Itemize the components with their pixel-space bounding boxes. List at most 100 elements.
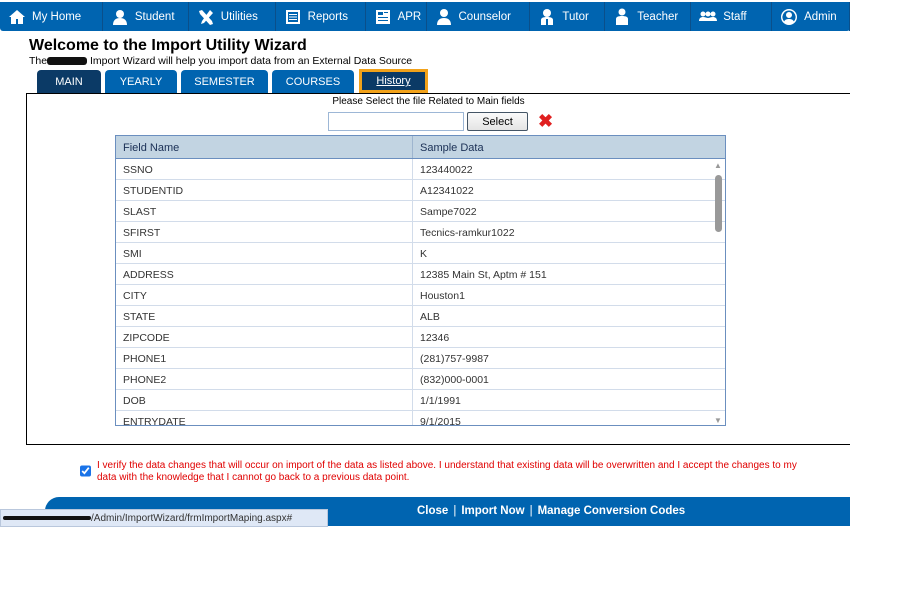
group-icon [699,11,718,21]
sample-data-cell: Tecnics-ramkur1022 [420,227,515,239]
page-subtitle: The Import Wizard will help you import d… [29,55,412,67]
separator: | [529,505,533,517]
field-name-cell: PHONE2 [116,369,413,389]
nav-label: Tutor [562,10,589,23]
main-panel [26,93,850,445]
select-file-button[interactable]: Select [467,112,528,131]
sample-data-cell: Sampe7022 [420,206,477,218]
tools-icon [198,9,213,25]
nav-label: Staff [723,10,747,23]
nav-label: Reports [307,10,348,23]
field-name-cell: ADDRESS [116,264,413,284]
redacted-host [3,516,91,521]
table-row: ZIPCODE 12346 [116,327,725,348]
nav-label: Counselor [458,10,511,23]
field-name-cell: SMI [116,243,413,263]
person-icon [436,8,451,25]
column-header-field-name: Field Name [116,136,413,158]
verify-checkbox[interactable] [80,465,91,477]
sample-data-cell: 1/1/1991 [420,395,461,407]
field-name-cell: ZIPCODE [116,327,413,347]
sample-data-cell: (281)757-9987 [420,353,489,365]
table-scrollbar[interactable]: ▲ ▼ [711,159,725,425]
table-row: ENTRYDATE 9/1/2015 [116,411,725,426]
list-icon [285,9,300,24]
table-row: SFIRST Tecnics-ramkur1022 [116,222,725,243]
nav-item-student[interactable]: Student [103,2,189,31]
close-link[interactable]: Close [417,505,449,517]
scroll-down-icon[interactable]: ▼ [714,416,722,425]
table-row: DOB 1/1/1991 [116,390,725,411]
page-title: Welcome to the Import Utility Wizard [29,37,307,54]
nav-item-reports[interactable]: Reports [276,2,366,31]
table-row: SSNO 123440022 [116,159,725,180]
sample-data-cell: ALB [420,311,440,323]
clear-file-icon[interactable]: ✖ [538,111,554,131]
nav-label: Teacher [637,10,679,23]
sample-data-cell: 123440022 [420,164,473,176]
field-name-cell: STUDENTID [116,180,413,200]
nav-label: Student [134,10,175,23]
scroll-up-icon[interactable]: ▲ [714,161,722,170]
student-icon [112,9,127,25]
tab-history[interactable]: History [359,69,428,93]
home-icon [9,9,25,24]
sample-data-cell: Houston1 [420,290,465,302]
tutor-icon [541,8,554,25]
top-nav: My Home Student Utilities Reports APR Counsel… [0,2,850,31]
sample-data-cell: 9/1/2015 [420,416,461,426]
nav-item-tutor[interactable]: Tutor [530,2,606,31]
teacher-icon [616,8,629,25]
document-icon [375,9,390,24]
sample-data-cell: K [420,248,428,260]
verify-text: I verify the data changes that will occu… [97,460,797,483]
table-row: STATE ALB [116,306,725,327]
subtitle-post: Import Wizard will help you import data … [90,55,413,67]
sample-data-cell: 12385 Main St, Aptm # 151 [420,269,547,281]
table-row: SMI K [116,243,725,264]
nav-label: My Home [32,10,82,23]
import-now-link[interactable]: Import Now [461,505,525,517]
tab-semester[interactable]: SEMESTER [181,70,268,93]
nav-item-admin[interactable]: Admin [772,2,850,31]
table-row: PHONE2 (832)000-0001 [116,369,725,390]
redacted-name [47,57,88,66]
table-row: STUDENTID A12341022 [116,180,725,201]
table-row: PHONE1 (281)757-9987 [116,348,725,369]
status-url-text: /Admin/ImportWizard/frmImportMaping.aspx… [91,513,293,524]
field-name-cell: SLAST [116,201,413,221]
subtitle-pre: The [29,55,48,67]
tab-yearly[interactable]: YEARLY [105,70,177,93]
nav-label: Utilities [220,10,258,23]
table-header: Field Name Sample Data [116,136,725,159]
sample-data-cell: (832)000-0001 [420,374,489,386]
table-row: ADDRESS 12385 Main St, Aptm # 151 [116,264,725,285]
field-name-cell: DOB [116,390,413,410]
nav-item-utilities[interactable]: Utilities [189,2,276,31]
nav-item-counselor[interactable]: Counselor [427,2,531,31]
nav-item-apr[interactable]: APR [366,2,427,31]
admin-icon [781,8,798,25]
tab-main[interactable]: MAIN [37,70,101,93]
scroll-thumb[interactable] [715,175,722,232]
sample-data-cell: A12341022 [420,185,474,197]
field-mapping-table: Field Name Sample Data SSNO 123440022 STUD… [115,135,726,426]
manage-conversion-codes-link[interactable]: Manage Conversion Codes [537,505,686,517]
table-row: SLAST Sampe7022 [116,201,725,222]
nav-label: Admin [804,10,837,23]
field-name-cell: PHONE1 [116,348,413,368]
field-name-cell: ENTRYDATE [116,411,413,425]
nav-label: APR [397,10,422,23]
sample-data-cell: 12346 [420,332,450,344]
tab-courses[interactable]: COURSES [272,70,354,93]
file-prompt: Please Select the file Related to Main f… [332,96,525,107]
nav-item-teacher[interactable]: Teacher [605,2,692,31]
nav-item-staff[interactable]: Staff [691,2,773,31]
field-name-cell: CITY [116,285,413,305]
column-header-sample-data: Sample Data [420,142,484,154]
table-row: CITY Houston1 [116,285,725,306]
file-path-input[interactable] [328,112,464,131]
field-name-cell: STATE [116,306,413,326]
field-name-cell: SFIRST [116,222,413,242]
nav-item-my-home[interactable]: My Home [0,2,103,31]
